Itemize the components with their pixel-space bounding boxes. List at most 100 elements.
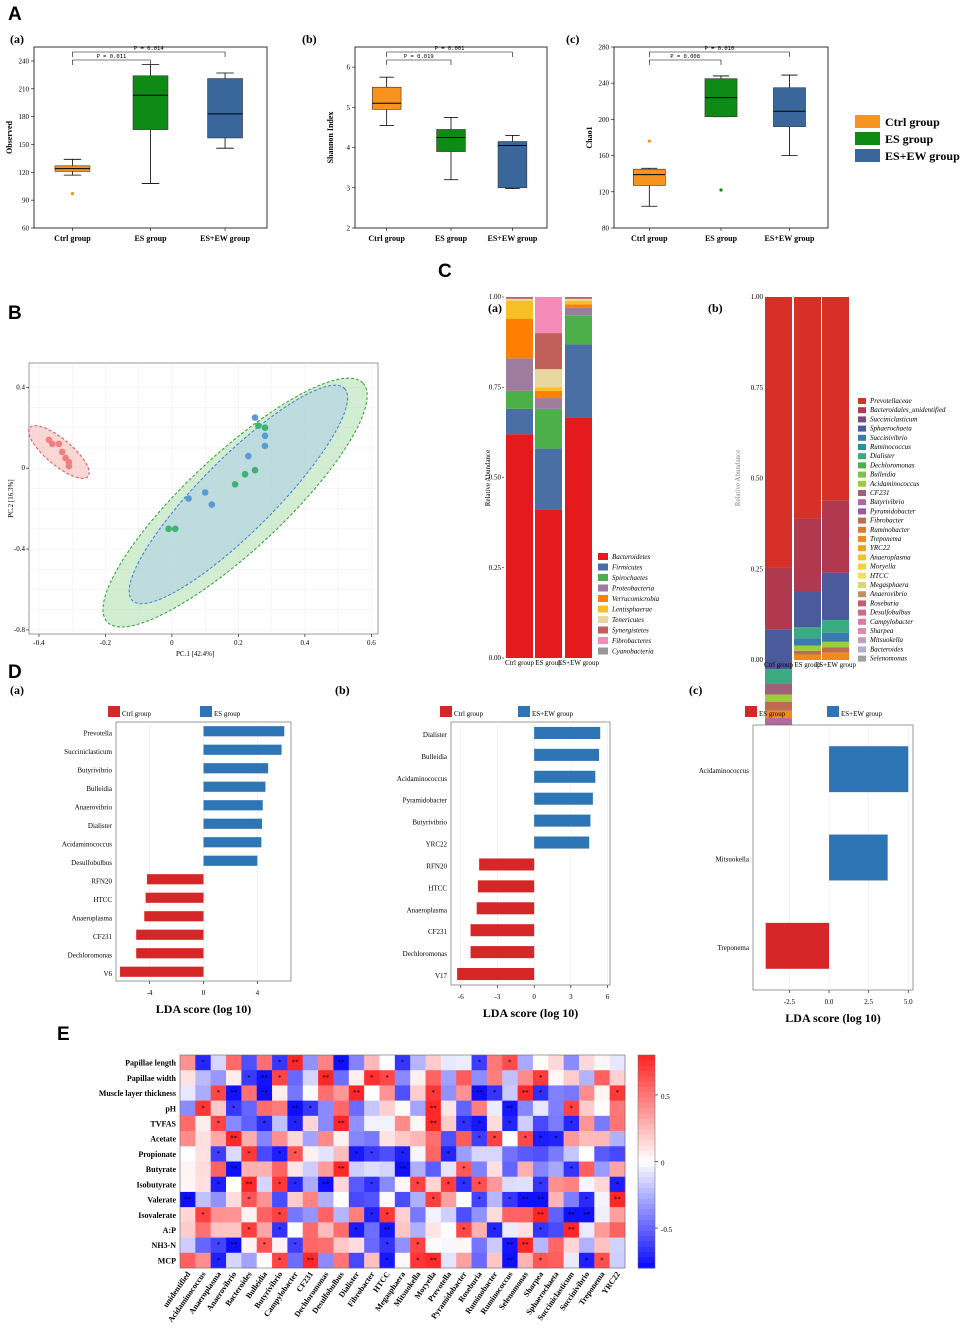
colorbar-segment bbox=[638, 1129, 655, 1136]
heatmap-cell bbox=[440, 1222, 457, 1238]
heatmap-cell bbox=[440, 1085, 457, 1101]
heatmap-cell bbox=[379, 1146, 396, 1162]
category-label: Bulleidia bbox=[86, 785, 113, 793]
heatmap-cell bbox=[578, 1207, 595, 1223]
colorbar-segment bbox=[638, 1166, 655, 1173]
heatmap-cell bbox=[456, 1207, 472, 1223]
heatmap-cell bbox=[333, 1100, 350, 1117]
colorbar-segment bbox=[638, 1262, 655, 1269]
significance-mark: * bbox=[416, 1256, 420, 1264]
legend-swatch bbox=[858, 444, 866, 450]
significance-mark: ** bbox=[430, 1119, 438, 1127]
heatmap-cell bbox=[548, 1176, 564, 1193]
heatmap-cell bbox=[563, 1252, 580, 1269]
heatmap-cell bbox=[241, 1085, 258, 1101]
heatmap-cell bbox=[241, 1237, 258, 1254]
stacked-segment bbox=[535, 369, 562, 388]
subtitle-A-c: (c) bbox=[566, 32, 579, 46]
stacked-segment bbox=[565, 298, 592, 301]
significance-mark: * bbox=[201, 1211, 205, 1219]
y-tick-label: 0.00 bbox=[489, 654, 502, 662]
heatmap-cell bbox=[410, 1222, 426, 1238]
legend-label: ES group bbox=[759, 710, 786, 718]
heatmap-cell bbox=[364, 1055, 380, 1071]
stacked-segment bbox=[506, 318, 533, 359]
x-tick-label: ES+EW group bbox=[558, 659, 599, 667]
colorbar-segment bbox=[638, 1230, 655, 1237]
legend-label: Verrucomicrobia bbox=[612, 595, 660, 603]
colorbar-segment bbox=[638, 1118, 655, 1125]
heatmap-cell bbox=[348, 1131, 365, 1147]
heatmap-cell bbox=[594, 1176, 610, 1193]
category-label: CF231 bbox=[93, 933, 113, 941]
x-axis-label: PC.1 [42.4%] bbox=[176, 650, 214, 658]
y-axis-label: Relative Abundance bbox=[484, 450, 492, 507]
heatmap-cell bbox=[578, 1115, 595, 1132]
significance-mark: * bbox=[217, 1119, 221, 1127]
heatmap-cell bbox=[302, 1131, 319, 1147]
category-label: Acidaminococcus bbox=[699, 767, 749, 775]
subtitle-A-b: (b) bbox=[302, 32, 317, 46]
heatmap-cell bbox=[210, 1070, 227, 1086]
significance-mark: ** bbox=[568, 1211, 576, 1219]
heatmap-cell bbox=[379, 1191, 396, 1208]
heatmap-cell bbox=[594, 1207, 610, 1223]
significance-mark: ** bbox=[522, 1196, 530, 1204]
heatmap-cell bbox=[272, 1070, 288, 1086]
y-axis-label: PC.2 [16.3%] bbox=[7, 479, 15, 517]
heatmap-cell bbox=[394, 1222, 411, 1238]
significance-mark: ** bbox=[568, 1226, 576, 1234]
lda-bar bbox=[203, 800, 263, 811]
legend-label: CF231 bbox=[870, 489, 889, 497]
colorbar-label: 0 bbox=[661, 1160, 665, 1168]
heatmap-cell bbox=[210, 1161, 227, 1178]
scatter-point bbox=[58, 448, 66, 456]
x-tick-label: 0.0 bbox=[825, 998, 834, 1006]
legend-swatch bbox=[858, 471, 866, 478]
legend-swatch bbox=[598, 584, 608, 592]
significance-mark: * bbox=[385, 1241, 389, 1249]
plot-frame bbox=[450, 721, 611, 986]
category-label: RFN20 bbox=[91, 877, 112, 885]
p-value-label: P = 0.014 bbox=[134, 46, 164, 52]
heatmap-cell bbox=[502, 1207, 518, 1223]
heatmap-cell bbox=[456, 1191, 472, 1208]
colorbar-segment bbox=[638, 1060, 655, 1067]
significance-mark: * bbox=[616, 1089, 620, 1097]
legend-swatch bbox=[200, 706, 212, 717]
heatmap-cell bbox=[425, 1131, 442, 1147]
colorbar-segment bbox=[638, 1108, 655, 1115]
heatmap-cell bbox=[578, 1237, 595, 1254]
legend-swatch bbox=[858, 545, 866, 552]
heatmap-cell bbox=[256, 1146, 273, 1162]
significance-mark: * bbox=[462, 1226, 466, 1234]
heatmap-cell bbox=[440, 1070, 457, 1086]
heatmap-cell bbox=[180, 1191, 196, 1208]
category-label: Anaerovibrio bbox=[75, 803, 113, 811]
significance-mark: ** bbox=[583, 1211, 591, 1219]
heatmap-cell bbox=[594, 1161, 610, 1178]
heatmap-cell bbox=[256, 1100, 273, 1117]
heatmap-cell bbox=[394, 1237, 411, 1254]
heatmap-cell bbox=[486, 1115, 503, 1132]
p-value-label: P = 0.011 bbox=[97, 54, 127, 60]
heatmap-cell bbox=[578, 1252, 595, 1269]
heatmap-cell bbox=[256, 1085, 273, 1101]
heatmap-cell bbox=[410, 1085, 426, 1101]
heatmap-cell bbox=[379, 1100, 396, 1117]
legend-label: Roseburia bbox=[869, 599, 899, 607]
heatmap-cell bbox=[517, 1131, 534, 1147]
scatter-point bbox=[55, 440, 63, 448]
heatmap-cell bbox=[348, 1100, 365, 1117]
stacked-segment bbox=[535, 448, 562, 510]
scatter-point bbox=[208, 501, 216, 508]
heatmap-cell bbox=[226, 1146, 242, 1162]
stacked-segment bbox=[506, 358, 533, 391]
heatmap-cell bbox=[609, 1237, 626, 1254]
heatmap-cell bbox=[195, 1237, 211, 1254]
heatmap-cell bbox=[241, 1146, 258, 1162]
heatmap-cell bbox=[302, 1070, 319, 1086]
significance-mark: * bbox=[355, 1226, 359, 1234]
legend-swatch bbox=[858, 572, 866, 579]
y-tick-label: 5 bbox=[347, 104, 351, 112]
